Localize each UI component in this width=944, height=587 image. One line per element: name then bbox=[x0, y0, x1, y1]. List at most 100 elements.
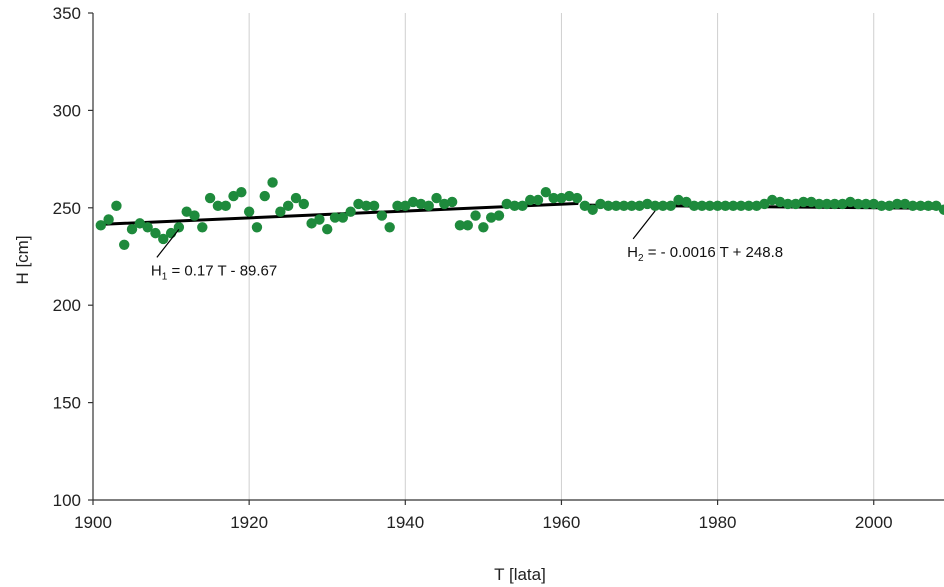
leader-line-2 bbox=[632, 210, 656, 240]
data-point bbox=[930, 200, 942, 212]
data-point bbox=[111, 200, 122, 212]
data-point bbox=[626, 200, 637, 212]
data-point bbox=[665, 200, 676, 212]
x-tick-label: 1960 bbox=[543, 513, 581, 532]
data-point bbox=[415, 198, 427, 210]
grid-lines bbox=[248, 13, 875, 500]
data-point bbox=[915, 200, 926, 212]
data-point bbox=[782, 198, 794, 210]
data-point bbox=[673, 194, 684, 206]
x-tick-label: 1940 bbox=[386, 513, 424, 532]
data-point bbox=[525, 194, 536, 206]
y-tick-label: 200 bbox=[53, 296, 81, 315]
equation-label-2: H2 = - 0.0016 T + 248.8 bbox=[627, 244, 783, 264]
data-point bbox=[688, 200, 700, 212]
data-point bbox=[649, 200, 661, 212]
data-point bbox=[446, 196, 458, 208]
data-point bbox=[368, 200, 380, 212]
x-tick-label: 1980 bbox=[699, 513, 737, 532]
data-point bbox=[618, 200, 630, 212]
data-point bbox=[743, 200, 755, 212]
data-point bbox=[821, 198, 833, 210]
data-point bbox=[376, 210, 388, 221]
data-point bbox=[243, 206, 255, 217]
data-point bbox=[610, 200, 622, 212]
data-point bbox=[704, 200, 715, 212]
y-tick-label: 300 bbox=[53, 101, 81, 120]
data-point bbox=[282, 200, 294, 212]
data-point bbox=[361, 200, 372, 212]
data-point bbox=[392, 200, 403, 212]
data-point bbox=[259, 190, 270, 202]
equation-labels: H1 = 0.17 T - 89.67 H2 = - 0.0016 T + 248… bbox=[151, 210, 783, 282]
y-tick-label: 100 bbox=[53, 491, 81, 510]
data-point bbox=[735, 200, 747, 212]
data-point bbox=[876, 200, 887, 212]
data-points bbox=[95, 177, 944, 251]
data-point bbox=[712, 200, 723, 212]
data-point bbox=[189, 210, 200, 221]
data-point bbox=[454, 220, 466, 231]
data-point bbox=[579, 200, 591, 212]
data-point bbox=[251, 222, 263, 233]
data-point bbox=[681, 196, 692, 208]
data-point bbox=[158, 233, 169, 245]
data-point bbox=[938, 204, 944, 215]
data-point bbox=[759, 198, 770, 210]
data-point bbox=[493, 210, 505, 221]
leader-line-1 bbox=[156, 228, 180, 258]
data-point bbox=[384, 222, 395, 233]
data-point bbox=[407, 196, 419, 208]
data-point bbox=[290, 192, 302, 204]
x-tick-label: 1900 bbox=[74, 513, 112, 532]
data-point bbox=[907, 200, 918, 212]
data-point bbox=[267, 177, 278, 188]
data-point bbox=[868, 198, 879, 210]
data-point bbox=[837, 198, 848, 210]
data-point bbox=[275, 206, 286, 217]
data-point bbox=[923, 200, 934, 212]
data-point bbox=[306, 218, 317, 229]
data-point bbox=[322, 224, 333, 235]
x-tick-label: 1920 bbox=[230, 513, 268, 532]
y-tick-label: 150 bbox=[53, 394, 81, 413]
data-point bbox=[852, 198, 864, 210]
x-tick-labels: 1900 1920 1940 1960 1980 2000 bbox=[74, 513, 893, 532]
trend-line-1 bbox=[99, 202, 579, 226]
data-point bbox=[532, 194, 544, 206]
data-point bbox=[181, 206, 192, 217]
data-point bbox=[548, 192, 559, 204]
data-point bbox=[517, 200, 528, 212]
data-point bbox=[501, 198, 512, 210]
data-point bbox=[587, 204, 598, 215]
data-point bbox=[884, 200, 895, 212]
data-point bbox=[790, 198, 801, 210]
data-point bbox=[150, 227, 161, 239]
data-point bbox=[509, 200, 520, 212]
data-point bbox=[236, 187, 247, 198]
data-point bbox=[197, 222, 208, 233]
data-point bbox=[329, 212, 341, 223]
data-point bbox=[751, 200, 762, 212]
data-point bbox=[431, 192, 442, 204]
data-point bbox=[103, 214, 114, 225]
data-point bbox=[891, 198, 903, 210]
data-point bbox=[212, 200, 224, 212]
data-point bbox=[829, 198, 840, 210]
data-point bbox=[204, 192, 216, 204]
data-point bbox=[439, 198, 450, 210]
data-point bbox=[134, 218, 146, 229]
data-point bbox=[806, 196, 817, 208]
data-point bbox=[314, 214, 325, 225]
data-point bbox=[95, 220, 107, 231]
x-tick-label: 2000 bbox=[855, 513, 893, 532]
data-point bbox=[298, 198, 309, 210]
data-point bbox=[564, 190, 575, 202]
data-point bbox=[774, 196, 786, 208]
data-point bbox=[126, 224, 138, 235]
data-point bbox=[899, 198, 911, 210]
axes bbox=[88, 12, 944, 505]
data-point bbox=[470, 210, 481, 221]
data-point bbox=[353, 198, 364, 210]
